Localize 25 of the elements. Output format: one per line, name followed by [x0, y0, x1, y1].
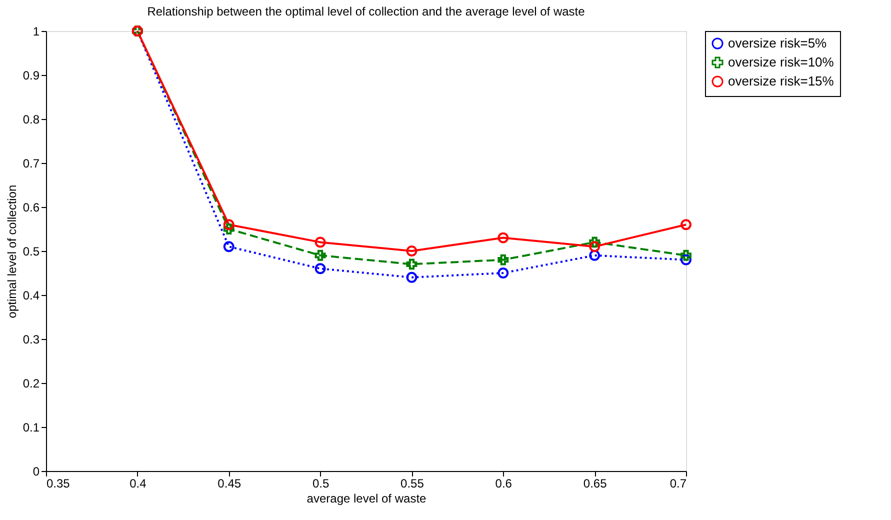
- x-tick-label: 0.7: [670, 476, 687, 490]
- chart-title: Relationship between the optimal level of collection and the average level of waste: [147, 4, 586, 19]
- y-tick-label: 0.2: [22, 376, 40, 390]
- y-tick-label: 0.9: [22, 68, 40, 82]
- y-tick-label: 0.7: [22, 156, 40, 170]
- x-tick-label: 0.45: [218, 476, 242, 490]
- y-tick-label: 0.3: [22, 332, 40, 346]
- y-tick-label: 0.4: [22, 288, 40, 302]
- legend-label: oversize risk=15%: [728, 74, 834, 88]
- legend-label: oversize risk=10%: [728, 54, 834, 70]
- x-axis-title: average level of waste: [306, 492, 427, 506]
- x-tick-label: 0.4: [130, 476, 147, 490]
- y-tick-label: 0.5: [22, 244, 40, 258]
- x-tick-label: 0.35: [46, 476, 70, 490]
- y-tick-label: 0.6: [22, 200, 40, 214]
- x-tick-label: 0.6: [495, 476, 512, 490]
- y-tick-label: 0.1: [22, 420, 40, 434]
- x-tick-label: 0.55: [400, 476, 424, 490]
- legend-label: oversize risk=5%: [728, 36, 828, 50]
- y-tick-label: 1: [32, 24, 40, 38]
- y-tick-label: 0.8: [22, 112, 40, 126]
- y-axis-title: optimal level of collection: [4, 184, 19, 318]
- x-tick-label: 0.65: [583, 476, 608, 490]
- x-tick-label: 0.5: [312, 476, 330, 490]
- y-tick-label: 0: [32, 464, 40, 478]
